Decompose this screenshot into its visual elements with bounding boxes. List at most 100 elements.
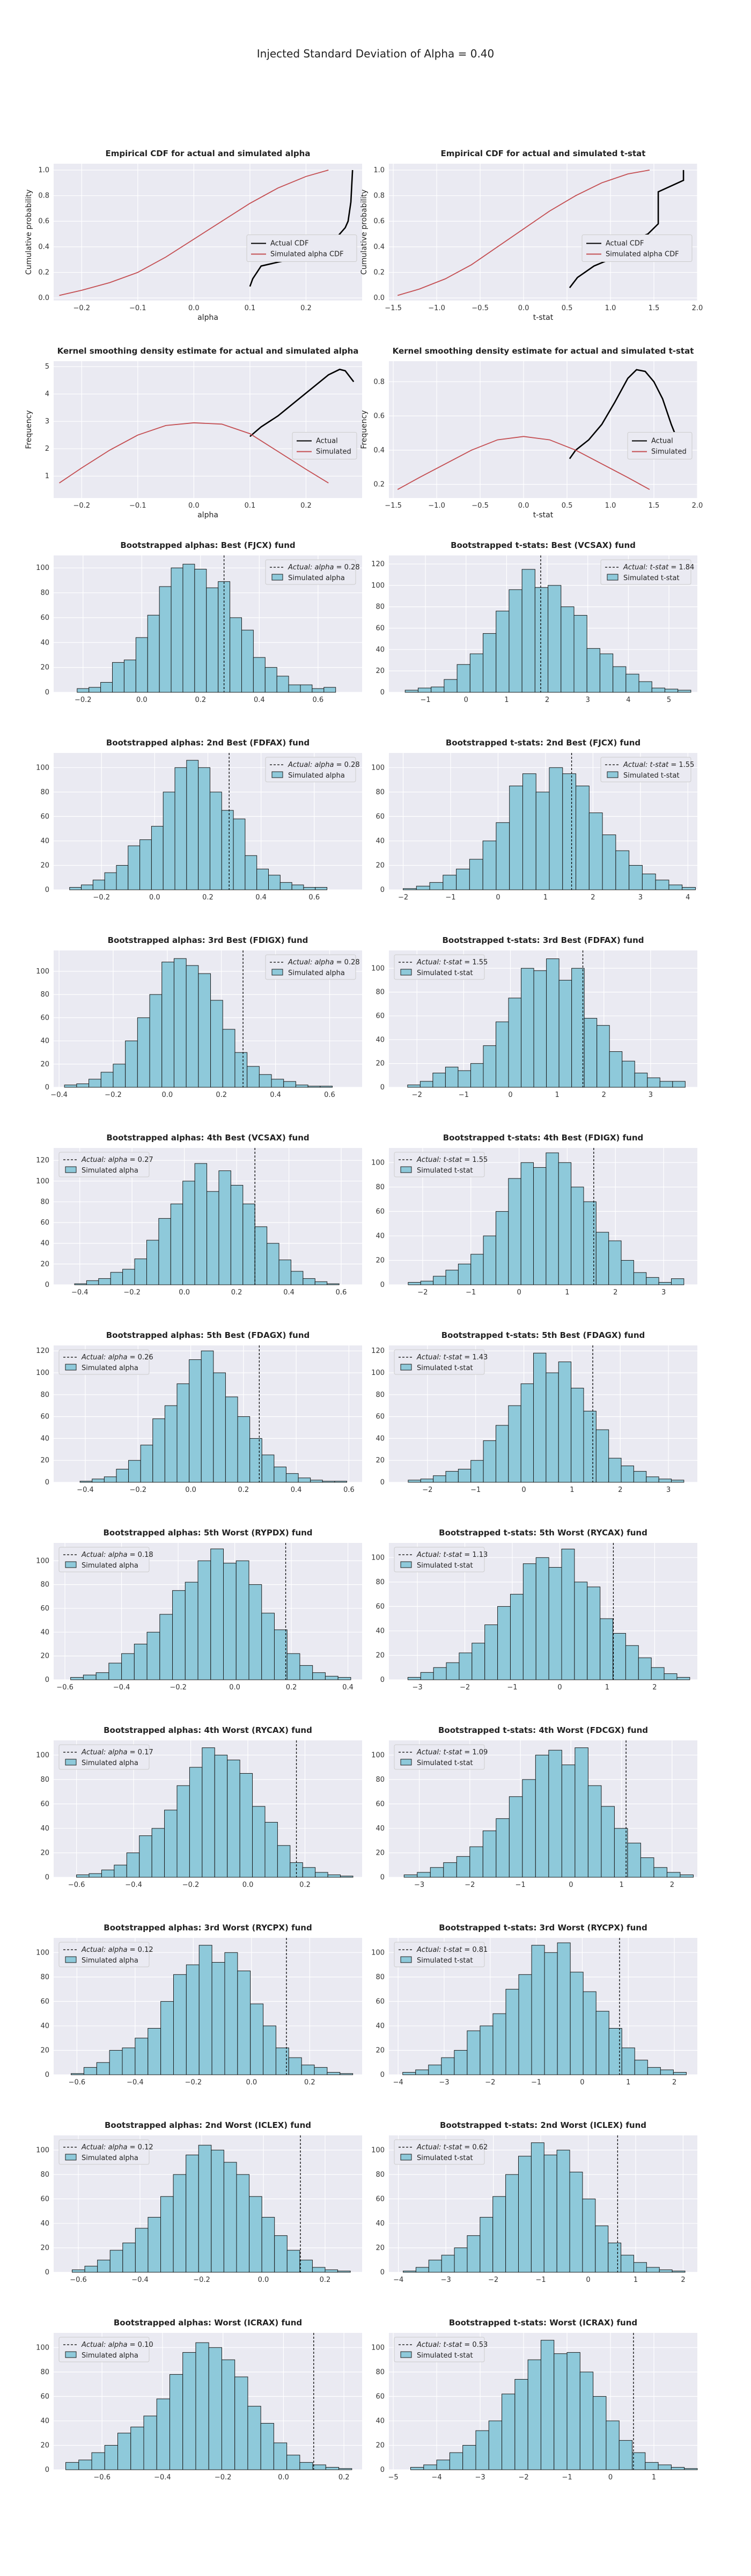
- y-tick-label: 80: [376, 2171, 385, 2179]
- legend-label-italic: Actual: t-stat: [623, 761, 669, 769]
- chart-panel-13: Bootstrapped t-stats: 5th Best (FDAGX) f…: [371, 1330, 697, 1494]
- histogram-bar: [109, 2250, 123, 2273]
- histogram-bar: [514, 2379, 528, 2470]
- y-tick-label: 40: [40, 1037, 49, 1045]
- y-tick-label: 120: [36, 1347, 49, 1355]
- histogram-bar: [548, 1750, 562, 1878]
- y-tick-label: 60: [40, 614, 49, 622]
- x-tick-label: −0.1: [129, 304, 146, 312]
- histogram-bar: [268, 875, 281, 890]
- histogram-bar: [653, 1867, 667, 1878]
- legend-label: Simulated: [651, 448, 687, 456]
- legend-label: Actual: t-stat = 1.84: [623, 564, 694, 572]
- histogram-bar: [404, 690, 418, 693]
- legend-label-value: = 1.55: [462, 1156, 488, 1164]
- x-tick-label: 0.2: [299, 1881, 311, 1889]
- legend-label: Actual: alpha = 0.28: [288, 761, 360, 769]
- histogram-bar: [314, 1281, 328, 1285]
- y-tick-label: 20: [40, 1260, 49, 1268]
- x-tick-label: −1: [459, 1091, 469, 1099]
- legend-label: Actual CDF: [270, 240, 308, 248]
- histogram-bar: [408, 1282, 421, 1285]
- histogram-bar: [261, 2217, 275, 2273]
- legend-box: [58, 1744, 150, 1770]
- histogram-bar: [122, 2047, 136, 2075]
- chart-title: Bootstrapped alphas: 3rd Best (FDIGX) fu…: [108, 935, 308, 945]
- histogram-bar: [189, 1359, 202, 1483]
- y-tick-label: 20: [40, 2441, 49, 2449]
- chart-title: Kernel smoothing density estimate for ac…: [57, 346, 359, 356]
- histogram-bar: [143, 2416, 157, 2470]
- legend-label: Simulated alpha: [288, 772, 345, 780]
- x-tick-label: 0.0: [246, 2079, 257, 2087]
- histogram-bar: [595, 1429, 609, 1483]
- histogram-bar: [492, 2196, 506, 2273]
- x-tick-label: 0.2: [202, 894, 213, 902]
- chart-title: Bootstrapped alphas: 4th Worst (RYCAX) f…: [104, 1725, 312, 1735]
- histogram-bar: [621, 1260, 634, 1285]
- histogram-bar: [583, 1410, 597, 1483]
- y-tick-label: 60: [40, 813, 49, 821]
- y-tick-label: 20: [376, 1256, 385, 1264]
- histogram-bar: [680, 1874, 694, 1878]
- histogram-bar: [522, 1779, 536, 1878]
- histogram-bar: [601, 1806, 615, 1878]
- histogram-bar: [614, 1828, 628, 1878]
- histogram-bar: [554, 2353, 568, 2470]
- histogram-bar: [237, 1970, 251, 2075]
- histogram-bar: [290, 1271, 304, 1285]
- y-tick-label: 40: [376, 2417, 385, 2425]
- histogram-bar: [659, 1081, 673, 1088]
- legend-label: Actual: t-stat = 1.13: [416, 1551, 488, 1559]
- histogram-bar: [583, 1201, 597, 1285]
- histogram-bar: [678, 690, 691, 693]
- series-line-1: [397, 170, 650, 296]
- histogram-bar: [202, 1747, 215, 1878]
- x-tick-label: 3: [586, 696, 590, 704]
- legend-swatch-patch: [65, 1166, 77, 1173]
- y-tick-label: 100: [371, 1751, 385, 1759]
- histogram-bar: [123, 660, 136, 693]
- histogram-bar: [672, 1081, 686, 1088]
- legend-label: Simulated alpha CDF: [270, 251, 344, 259]
- x-tick-label: 0.6: [343, 1486, 355, 1494]
- histogram-bar: [558, 1362, 572, 1483]
- histogram-bar: [274, 2235, 288, 2273]
- x-axis-label: alpha: [197, 511, 218, 519]
- histogram-bar: [210, 1000, 223, 1088]
- y-tick-label: 40: [40, 2417, 49, 2425]
- histogram-bar: [527, 2359, 541, 2470]
- y-tick-label: 2: [45, 445, 49, 453]
- legend-box: [394, 1744, 485, 1770]
- y-tick-label: 0: [380, 689, 385, 697]
- y-tick-label: 40: [376, 2022, 385, 2030]
- histogram-bar: [584, 1018, 598, 1088]
- histogram-bar: [496, 1818, 510, 1878]
- y-tick-label: 0.2: [38, 269, 49, 277]
- x-tick-label: 1: [605, 1684, 609, 1692]
- x-tick-label: 0.4: [255, 894, 267, 902]
- histogram-bar: [161, 962, 174, 1088]
- histogram-bar: [428, 2065, 442, 2075]
- legend-label-italic: Actual: alpha: [81, 1551, 128, 1559]
- x-tick-label: 2: [670, 1881, 674, 1889]
- y-tick-label: 0: [45, 886, 49, 894]
- histogram-bar: [462, 2445, 476, 2470]
- histogram-bar: [408, 1480, 421, 1483]
- histogram-bar: [122, 2242, 136, 2273]
- legend-box: [394, 1547, 485, 1572]
- legend-swatch-patch: [65, 1759, 77, 1766]
- legend-label-italic: Actual: t-stat: [416, 1551, 462, 1559]
- histogram-bar: [557, 1942, 571, 2075]
- histogram-bar: [278, 1260, 291, 1285]
- y-tick-label: 100: [371, 2344, 385, 2352]
- histogram-bar: [299, 1665, 313, 1680]
- x-tick-label: −4: [393, 2276, 403, 2284]
- histogram-bar: [436, 2460, 450, 2470]
- histogram-bar: [655, 880, 669, 890]
- histogram-bar: [108, 1663, 122, 1680]
- y-tick-label: 40: [376, 1825, 385, 1833]
- y-tick-label: 20: [376, 1849, 385, 1857]
- histogram-bar: [647, 1077, 660, 1088]
- chart-panel-12: Bootstrapped alphas: 5th Best (FDAGX) fu…: [36, 1330, 362, 1494]
